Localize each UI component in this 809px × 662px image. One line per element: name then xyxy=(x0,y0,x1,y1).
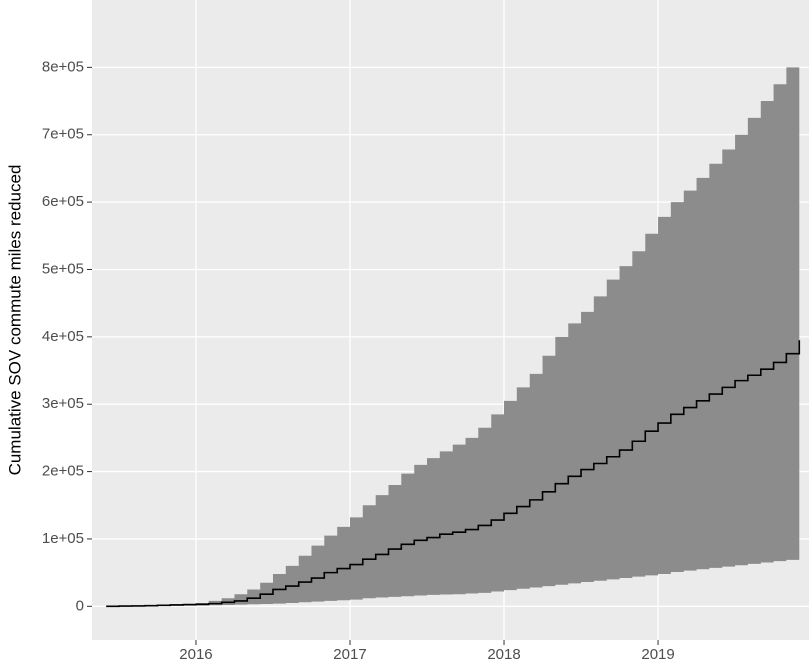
y-axis-label: Cumulative SOV commute miles reduced xyxy=(5,165,24,476)
y-tick-label: 4e+05 xyxy=(42,328,84,345)
y-tick-label: 8e+05 xyxy=(42,58,84,75)
y-tick-label: 3e+05 xyxy=(42,395,84,412)
y-tick-label: 6e+05 xyxy=(42,193,84,210)
y-tick-label: 0 xyxy=(76,597,84,614)
y-tick-label: 1e+05 xyxy=(42,530,84,547)
line xyxy=(106,340,801,608)
ribbon xyxy=(106,53,800,607)
y-tick-label: 5e+05 xyxy=(42,260,84,277)
x-tick-label: 2016 xyxy=(179,646,212,662)
x-tick-label: 2017 xyxy=(333,646,366,662)
x-tick-label: 2018 xyxy=(487,646,520,662)
y-tick-label: 2e+05 xyxy=(42,463,84,480)
x-tick-label: 2019 xyxy=(641,646,674,662)
y-tick-label: 7e+05 xyxy=(42,126,84,143)
